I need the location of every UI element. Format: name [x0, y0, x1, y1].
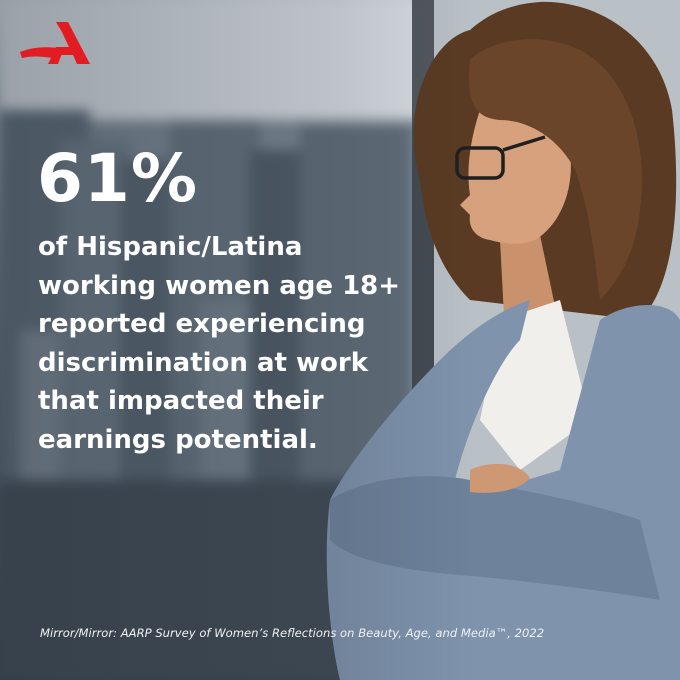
headline-line: that impacted their [38, 386, 324, 416]
headline-line: working women age 18+ [38, 270, 401, 301]
headline-description: of Hispanic/Latina working women age 18+… [38, 228, 458, 459]
headline-stat: 61% [37, 140, 198, 217]
headline-line: of Hispanic/Latina [38, 232, 303, 262]
source-citation: Mirror/Mirror: AARP Survey of Women’s Re… [40, 626, 545, 640]
aarp-logo-icon [20, 22, 90, 64]
headline-line: reported experiencing [38, 309, 366, 339]
headline-line: earnings potential. [38, 424, 318, 455]
headline-line: discrimination at work [38, 347, 368, 378]
